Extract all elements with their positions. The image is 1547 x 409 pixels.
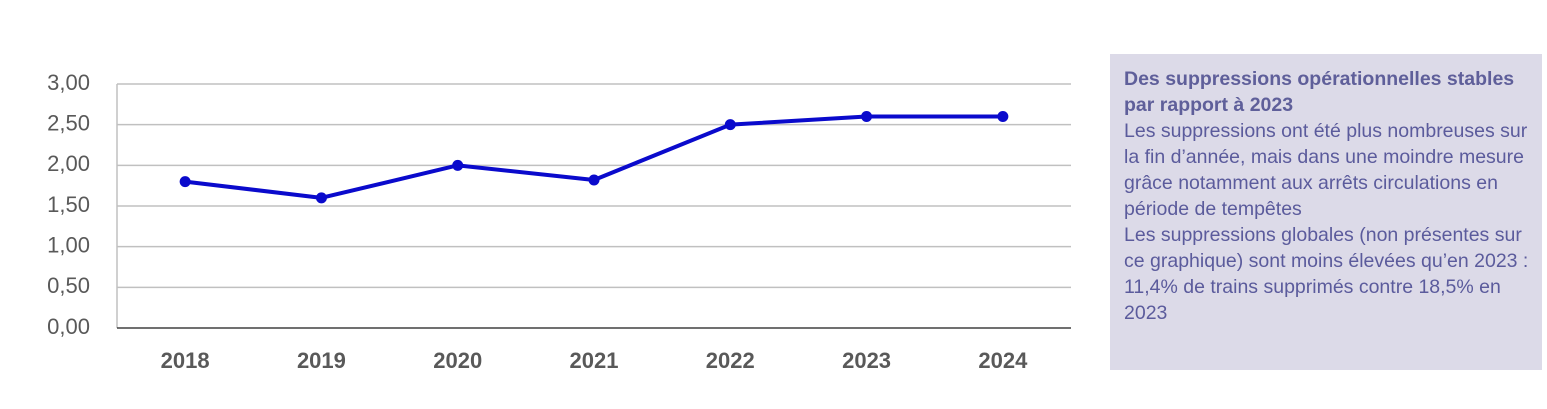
y-tick-label: 2,50 [47, 110, 90, 135]
text-box-paragraph: Les suppressions globales (non présentes… [1124, 224, 1529, 324]
x-tick-label: 2020 [433, 348, 482, 373]
point [861, 111, 873, 123]
x-tick-label: 2024 [978, 348, 1028, 373]
x-tick-label: 2023 [842, 348, 891, 373]
y-tick-label: 0,00 [47, 314, 90, 339]
y-tick-label: 1,50 [47, 192, 90, 217]
point [997, 111, 1009, 123]
x-tick-label: 2019 [297, 348, 346, 373]
y-tick-label: 1,00 [47, 232, 90, 257]
y-tick-label: 2,00 [47, 151, 90, 176]
point [315, 192, 327, 204]
point [179, 176, 191, 188]
y-tick-label: 0,50 [47, 273, 90, 298]
text-box-paragraph: Les suppressions ont été plus nombreuses… [1124, 120, 1528, 220]
point [452, 159, 464, 171]
point [588, 174, 600, 186]
text-box-title: Des suppressions opérationnelles stables… [1124, 68, 1515, 116]
chart: 0,00 0,50 1,00 1,50 2,00 2,50 3,00 2018 2019 2020… [47, 70, 1071, 373]
point [724, 119, 736, 131]
x-tick-label: 2022 [706, 348, 755, 373]
text-box: Des suppressions opérationnelles stables… [1110, 54, 1542, 370]
x-tick-label: 2021 [570, 348, 619, 373]
x-tick-label: 2018 [161, 348, 210, 373]
line [184, 114, 1003, 200]
y-tick-label: 3,00 [47, 70, 90, 95]
